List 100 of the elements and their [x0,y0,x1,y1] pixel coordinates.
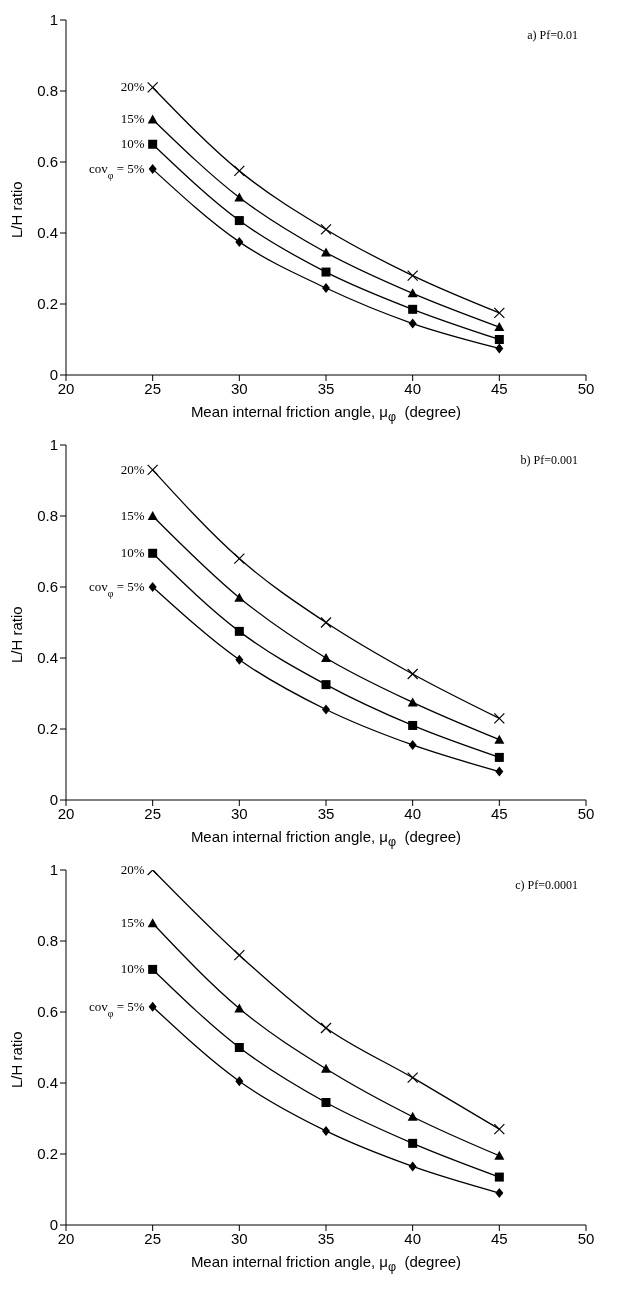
x-tick-label: 20 [57,379,75,397]
x-tick-label: 50 [577,1229,595,1247]
y-tick-label: 0 [49,791,58,809]
series-label: 20% [120,862,145,877]
x-tick-label: 40 [404,804,422,822]
point [321,1098,331,1108]
annotation: a) Pf=0.01 [527,28,578,43]
series-label: cov$_{φ}$ = 5% [89,579,145,599]
point [148,582,157,592]
point [408,1161,417,1172]
annotation: c) Pf=0.0001 [515,878,578,893]
point [408,739,417,750]
point [148,139,158,149]
point [495,766,504,777]
y-tick-label: 0.4 [37,1074,58,1092]
x-tick-label: 35 [317,379,335,397]
y-tick-label: 0.4 [37,224,58,242]
y-tick-label: 0.8 [37,82,58,100]
series-label: 10% [120,545,145,561]
y-tick-label: 0.2 [37,720,58,738]
x-axis-title: Mean internal friction angle, μ$_{φ}$ (degree) [189,1253,463,1274]
y-tick-label: 0.6 [37,578,58,596]
series-label: cov$_{φ}$ = 5% [89,161,145,181]
point [148,548,158,558]
point [494,335,504,344]
point [322,283,330,294]
x-tick-label: 40 [404,379,422,397]
series-label: 15% [120,508,145,523]
point [147,918,158,928]
point [322,704,330,715]
point [494,322,505,332]
point [495,343,504,354]
x-axis-title: Mean internal friction angle, μ$_{φ}$ (degree) [189,403,463,424]
point [322,1125,330,1136]
y-tick-label: 0.2 [37,1145,58,1163]
x-tick-label: 45 [490,379,508,397]
y-tick-label: 0.8 [37,507,58,525]
point [408,304,418,314]
x-tick-label: 25 [144,379,162,397]
series-label: 10% [120,136,145,152]
y-axis-title: L/H ratio [8,1031,25,1088]
y-tick-label: 0.4 [37,649,58,667]
point [234,192,245,202]
point [321,653,331,662]
point [495,1188,504,1199]
y-tick-label: 1 [49,11,58,29]
point [408,1138,418,1148]
point [234,1043,244,1052]
point [321,247,331,257]
series-label: 15% [120,111,145,127]
x-tick-label: 30 [230,804,248,822]
point [148,164,157,175]
x-tick-label: 30 [230,379,248,397]
x-tick-label: 20 [57,1229,75,1247]
x-tick-label: 25 [144,1229,162,1247]
x-tick-label: 50 [577,804,595,822]
point [494,752,504,762]
point [234,216,244,226]
y-tick-label: 0 [49,1216,58,1234]
point [147,114,158,124]
y-axis-title: L/H ratio [8,181,25,238]
point [234,626,244,636]
point [321,1063,331,1073]
series-label: 15% [120,915,145,931]
y-tick-label: 0.6 [37,1003,58,1021]
point [494,1150,505,1160]
annotation: b) Pf=0.001 [520,453,578,468]
y-axis-title: L/H ratio [8,606,25,663]
x-tick-label: 35 [317,1229,335,1247]
point [147,511,158,520]
point [494,1172,504,1182]
y-tick-label: 1 [49,861,58,879]
x-tick-label: 20 [57,804,75,822]
x-tick-label: 30 [230,1229,248,1247]
x-tick-label: 45 [490,804,508,822]
point [321,680,331,690]
series-label: 20% [120,79,145,95]
point [234,592,245,602]
point [407,1111,418,1121]
point [235,654,244,665]
point [408,318,417,329]
x-tick-label: 40 [404,1229,422,1247]
y-tick-label: 0.2 [37,295,58,313]
y-tick-label: 0 [49,366,58,384]
point [235,236,244,247]
point [148,1001,157,1012]
x-tick-label: 35 [317,804,335,822]
y-tick-label: 0.8 [37,932,58,950]
y-tick-label: 0.6 [37,153,58,171]
y-tick-label: 1 [49,436,58,454]
point [148,964,158,974]
x-tick-label: 25 [144,804,162,822]
point [407,288,418,298]
x-tick-label: 50 [577,379,595,397]
series-label: cov$_{φ}$ = 5% [89,998,145,1019]
series-label: 20% [120,461,145,477]
point [235,1076,244,1087]
x-tick-label: 45 [490,1229,508,1247]
x-axis-title: Mean internal friction angle, μ$_{φ}$ (degree) [189,828,463,849]
series-label: 10% [120,961,145,977]
